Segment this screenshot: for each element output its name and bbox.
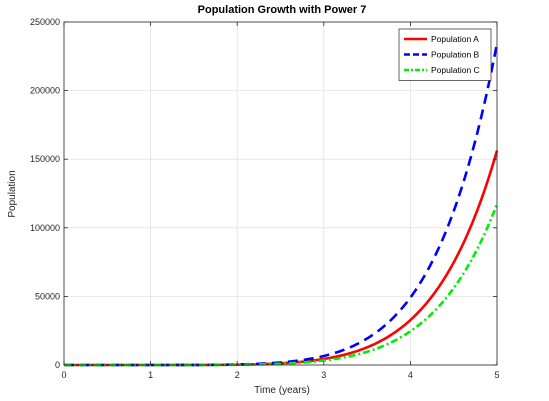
x-tick-label: 2 — [235, 370, 240, 380]
axis-ticks: 0 1 2 3 4 5 0 50000 100000 150000 200000 250000 — [30, 17, 500, 380]
x-tick-label: 3 — [321, 370, 326, 380]
legend-label: Population B — [431, 50, 480, 60]
x-tick-label: 5 — [494, 370, 499, 380]
chart-title: Population Growth with Power 7 — [198, 4, 367, 16]
y-axis-label: Population — [7, 170, 18, 217]
x-tick-label: 0 — [61, 370, 66, 380]
x-tick-label: 1 — [148, 370, 153, 380]
x-tick-label: 4 — [408, 370, 413, 380]
legend: Population A Population B Population C — [398, 28, 492, 81]
y-tick-label: 0 — [55, 360, 60, 370]
legend-label: Population A — [431, 34, 479, 44]
y-tick-label: 250000 — [30, 17, 60, 27]
plot-border — [63, 21, 498, 366]
x-axis-label: Time (years) — [254, 385, 310, 396]
y-tick-label: 100000 — [30, 223, 60, 233]
y-tick-label: 150000 — [30, 154, 60, 164]
y-tick-label: 200000 — [30, 86, 60, 96]
legend-label: Population C — [431, 65, 480, 75]
y-tick-label: 50000 — [35, 291, 60, 301]
series-line-population-c — [64, 203, 499, 367]
